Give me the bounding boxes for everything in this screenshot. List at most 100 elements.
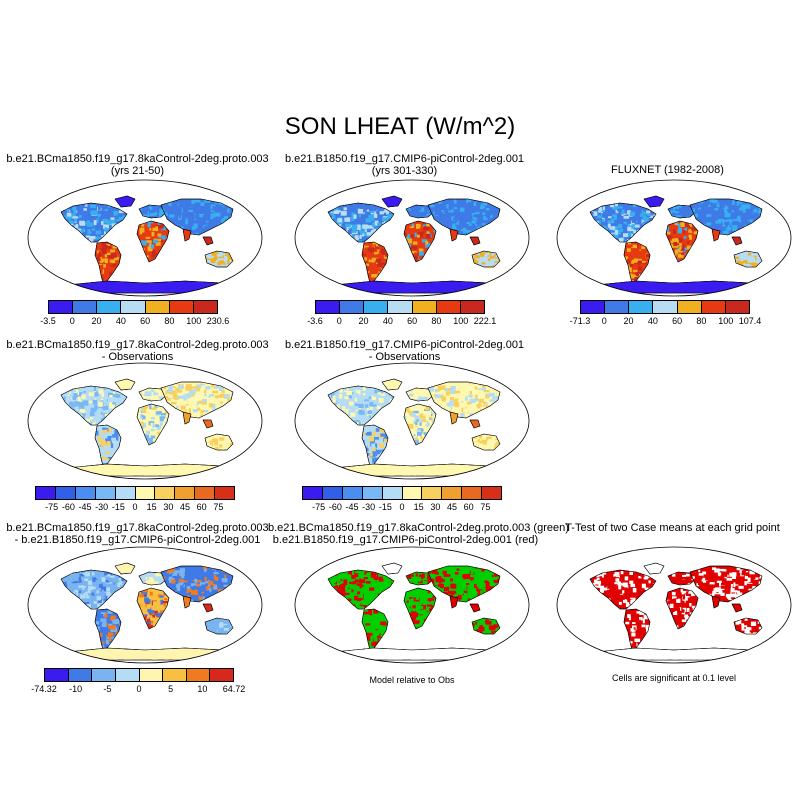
grid-cell bbox=[459, 223, 464, 227]
grid-cell bbox=[386, 456, 388, 460]
grid-cell bbox=[405, 443, 409, 445]
grid-cell bbox=[168, 605, 169, 610]
grid-cell bbox=[87, 229, 91, 235]
grid-cell bbox=[213, 584, 217, 590]
grid-cell bbox=[62, 205, 67, 210]
grid-cell bbox=[145, 621, 151, 625]
grid-cell bbox=[358, 282, 362, 287]
grid-cell bbox=[613, 239, 617, 242]
grid-cell bbox=[455, 203, 458, 208]
grid-cell bbox=[757, 225, 762, 229]
grid-cell bbox=[373, 244, 376, 247]
grid-cell bbox=[354, 595, 359, 601]
grid-cell bbox=[167, 224, 171, 228]
grid-cell bbox=[228, 282, 234, 287]
grid-cell bbox=[61, 231, 65, 236]
grid-cell bbox=[159, 287, 163, 290]
grid-cell bbox=[600, 237, 604, 241]
grid-cell bbox=[425, 211, 432, 214]
grid-cell bbox=[606, 216, 612, 219]
grid-cell bbox=[598, 206, 603, 212]
grid-cell bbox=[346, 226, 349, 230]
grid-cell bbox=[198, 595, 203, 600]
grid-cell bbox=[151, 388, 154, 392]
grid-cell bbox=[484, 261, 490, 265]
grid-cell bbox=[495, 437, 499, 441]
grid-cell bbox=[68, 239, 73, 242]
grid-cell bbox=[370, 204, 376, 208]
grid-cell bbox=[480, 205, 485, 209]
grid-cell bbox=[180, 405, 186, 410]
grid-cell bbox=[354, 207, 359, 212]
grid-cell bbox=[140, 261, 147, 262]
grid-cell bbox=[181, 467, 188, 471]
grid-cell bbox=[443, 230, 449, 233]
grid-cell bbox=[743, 231, 750, 234]
grid-cell bbox=[201, 383, 205, 386]
grid-cell bbox=[430, 204, 435, 208]
grid-cell bbox=[85, 653, 89, 657]
grid-cell bbox=[489, 256, 494, 259]
coastline bbox=[136, 587, 170, 630]
grid-cell bbox=[354, 402, 359, 406]
grid-cell bbox=[624, 210, 628, 214]
grid-cell bbox=[391, 206, 394, 212]
grid-cell bbox=[463, 408, 469, 413]
grid-cell bbox=[499, 227, 500, 230]
grid-cell bbox=[429, 291, 435, 293]
coastline bbox=[711, 228, 721, 242]
grid-cell bbox=[388, 203, 392, 207]
grid-cell bbox=[62, 592, 69, 596]
grid-cell bbox=[459, 417, 464, 418]
grid-cell bbox=[121, 418, 126, 423]
grid-cell bbox=[458, 213, 464, 216]
grid-cell bbox=[330, 240, 335, 242]
grid-cell bbox=[480, 468, 484, 472]
grid-cell bbox=[143, 391, 148, 396]
grid-cell bbox=[168, 200, 172, 206]
grid-cell bbox=[371, 443, 376, 449]
grid-cell bbox=[110, 217, 115, 220]
grid-cell bbox=[105, 639, 109, 645]
grid-cell bbox=[152, 411, 156, 415]
grid-cell bbox=[644, 274, 647, 277]
grid-cell bbox=[745, 233, 751, 235]
grid-cell bbox=[240, 291, 241, 293]
grid-cell bbox=[485, 225, 491, 229]
grid-cell bbox=[708, 234, 714, 235]
grid-cell bbox=[104, 650, 110, 656]
grid-cell bbox=[456, 470, 460, 475]
grid-cell bbox=[383, 431, 388, 433]
grid-cell bbox=[193, 384, 197, 388]
grid-cell bbox=[453, 217, 459, 220]
grid-cell bbox=[390, 587, 393, 593]
grid-cell bbox=[149, 441, 154, 445]
grid-cell bbox=[229, 654, 232, 658]
grid-cell bbox=[696, 260, 698, 262]
grid-cell bbox=[340, 588, 346, 593]
grid-cell bbox=[169, 214, 175, 218]
coastline bbox=[731, 236, 743, 246]
grid-cell bbox=[386, 464, 389, 468]
grid-cell bbox=[440, 203, 445, 208]
grid-cell bbox=[744, 288, 748, 292]
grid-cell bbox=[111, 588, 116, 592]
grid-cell bbox=[433, 216, 436, 220]
grid-cell bbox=[595, 217, 602, 220]
grid-cell bbox=[165, 658, 168, 660]
grid-cell bbox=[728, 225, 732, 228]
grid-cell bbox=[171, 591, 177, 595]
grid-cell bbox=[647, 213, 652, 217]
grid-cell bbox=[61, 653, 67, 658]
grid-cell bbox=[477, 385, 482, 389]
grid-cell bbox=[494, 443, 498, 448]
grid-cell bbox=[677, 291, 680, 293]
grid-cell bbox=[223, 584, 230, 587]
grid-cell bbox=[477, 390, 484, 394]
grid-cell bbox=[485, 394, 491, 398]
grid-cell bbox=[66, 607, 71, 609]
grid-cell bbox=[124, 652, 130, 655]
grid-cell bbox=[673, 284, 677, 287]
grid-cell bbox=[387, 414, 391, 419]
grid-cell bbox=[149, 242, 152, 247]
